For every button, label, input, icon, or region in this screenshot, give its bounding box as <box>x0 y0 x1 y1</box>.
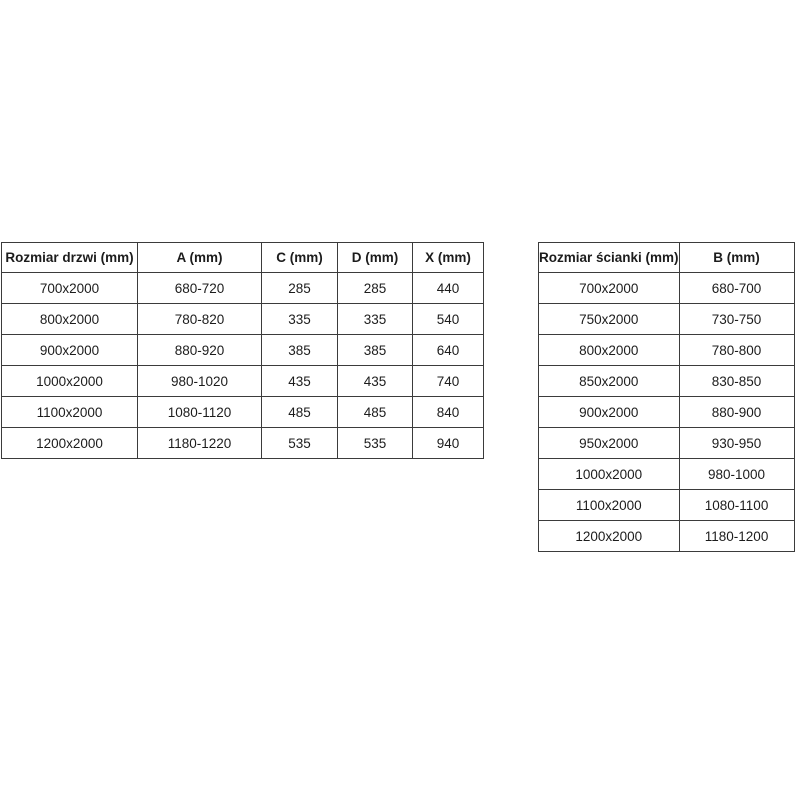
table-cell: 900x2000 <box>538 396 680 428</box>
table-cell: 680-720 <box>137 272 262 304</box>
table-cell: 435 <box>337 365 413 397</box>
table-cell: 1000x2000 <box>1 365 138 397</box>
table-cell: 535 <box>261 427 338 459</box>
table-cell: 1100x2000 <box>1 396 138 428</box>
table-row: 850x2000 830-850 <box>538 365 795 397</box>
table-cell: 485 <box>337 396 413 428</box>
table-cell: 485 <box>261 396 338 428</box>
column-header: D (mm) <box>337 242 413 273</box>
table-row: 1200x2000 1180-1200 <box>538 520 795 552</box>
table-cell: 940 <box>412 427 484 459</box>
table-cell: 730-750 <box>678 303 795 335</box>
table-cell: 385 <box>337 334 413 366</box>
table-row: 1100x2000 1080-1100 <box>538 489 795 521</box>
table-row: 900x2000 880-920 385 385 640 <box>1 334 484 366</box>
header-row: Rozmiar drzwi (mm) A (mm) C (mm) D (mm) X (m… <box>1 242 484 273</box>
table-cell: 780-800 <box>678 334 795 366</box>
table-row: 750x2000 730-750 <box>538 303 795 335</box>
table-cell: 285 <box>261 272 338 304</box>
table-row: 800x2000 780-820 335 335 540 <box>1 303 484 335</box>
table-cell: 930-950 <box>678 427 795 459</box>
door-sizes-table-header: Rozmiar drzwi (mm) A (mm) C (mm) D (mm) X (m… <box>1 242 484 273</box>
column-header: B (mm) <box>678 242 795 273</box>
table-cell: 750x2000 <box>538 303 680 335</box>
column-header: Rozmiar drzwi (mm) <box>1 242 138 273</box>
table-cell: 540 <box>412 303 484 335</box>
table-cell: 950x2000 <box>538 427 680 459</box>
table-cell: 880-900 <box>678 396 795 428</box>
table-row: 1000x2000 980-1000 <box>538 458 795 490</box>
table-cell: 640 <box>412 334 484 366</box>
column-header: C (mm) <box>261 242 338 273</box>
table-row: 1100x2000 1080-1120 485 485 840 <box>1 396 484 428</box>
header-row: Rozmiar ścianki (mm) B (mm) <box>538 242 795 273</box>
door-sizes-table-body: 700x2000 680-720 285 285 440 800x2000 780-820 3… <box>1 272 484 459</box>
table-row: 1200x2000 1180-1220 535 535 940 <box>1 427 484 459</box>
column-header: X (mm) <box>412 242 484 273</box>
table-cell: 700x2000 <box>538 272 680 304</box>
table-cell: 700x2000 <box>1 272 138 304</box>
wall-sizes-table: Rozmiar ścianki (mm) B (mm) 700x2000 680-7… <box>538 242 795 552</box>
table-cell: 1200x2000 <box>538 520 680 552</box>
table-cell: 780-820 <box>137 303 262 335</box>
table-cell: 285 <box>337 272 413 304</box>
table-cell: 740 <box>412 365 484 397</box>
table-row: 800x2000 780-800 <box>538 334 795 366</box>
table-row: 700x2000 680-700 <box>538 272 795 304</box>
column-header: A (mm) <box>137 242 262 273</box>
table-cell: 830-850 <box>678 365 795 397</box>
table-cell: 1200x2000 <box>1 427 138 459</box>
table-cell: 1100x2000 <box>538 489 680 521</box>
table-cell: 335 <box>261 303 338 335</box>
table-cell: 1000x2000 <box>538 458 680 490</box>
table-cell: 840 <box>412 396 484 428</box>
table-cell: 1180-1200 <box>678 520 795 552</box>
table-row: 950x2000 930-950 <box>538 427 795 459</box>
wall-sizes-table-body: 700x2000 680-700 750x2000 730-750 800x2000 78… <box>538 272 795 552</box>
table-cell: 880-920 <box>137 334 262 366</box>
door-sizes-table: Rozmiar drzwi (mm) A (mm) C (mm) D (mm) X (m… <box>1 242 484 459</box>
table-cell: 980-1020 <box>137 365 262 397</box>
table-cell: 535 <box>337 427 413 459</box>
table-row: 900x2000 880-900 <box>538 396 795 428</box>
table-cell: 435 <box>261 365 338 397</box>
table-cell: 850x2000 <box>538 365 680 397</box>
table-cell: 385 <box>261 334 338 366</box>
column-header: Rozmiar ścianki (mm) <box>538 242 680 273</box>
table-cell: 800x2000 <box>538 334 680 366</box>
table-cell: 680-700 <box>678 272 795 304</box>
table-cell: 1080-1120 <box>137 396 262 428</box>
table-cell: 1180-1220 <box>137 427 262 459</box>
table-cell: 335 <box>337 303 413 335</box>
table-cell: 800x2000 <box>1 303 138 335</box>
table-cell: 440 <box>412 272 484 304</box>
table-cell: 1080-1100 <box>678 489 795 521</box>
table-cell: 980-1000 <box>678 458 795 490</box>
table-cell: 900x2000 <box>1 334 138 366</box>
wall-sizes-table-header: Rozmiar ścianki (mm) B (mm) <box>538 242 795 273</box>
table-row: 1000x2000 980-1020 435 435 740 <box>1 365 484 397</box>
table-row: 700x2000 680-720 285 285 440 <box>1 272 484 304</box>
